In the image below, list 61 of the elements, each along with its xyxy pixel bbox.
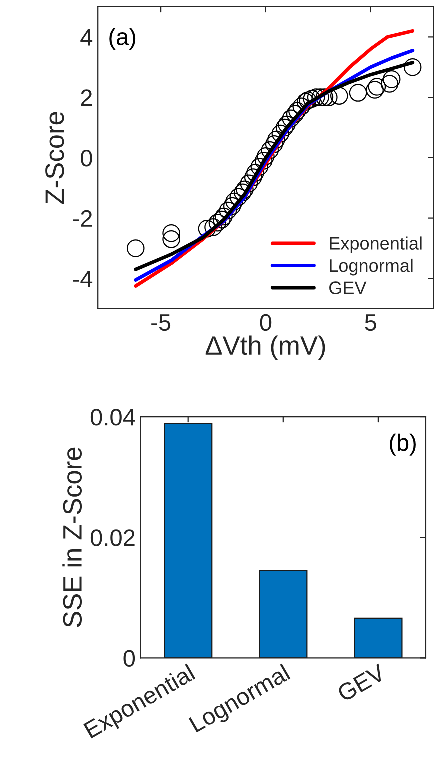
point: [268, 130, 286, 149]
point: [316, 88, 334, 106]
legend-label: Lognormal: [330, 258, 413, 276]
point: [126, 240, 145, 258]
point: [250, 158, 269, 176]
point: [230, 188, 248, 206]
point: [368, 78, 386, 96]
point: [226, 192, 244, 211]
point: [366, 81, 384, 99]
point: [312, 88, 330, 106]
point: [234, 184, 252, 202]
point: [276, 118, 294, 137]
point: [380, 75, 399, 93]
point: [265, 135, 284, 154]
point: [240, 174, 258, 192]
legend-label: GEV: [330, 282, 367, 294]
y-tick-label: 2: [81, 90, 92, 106]
point: [303, 90, 322, 108]
x-tick-label: 5: [365, 314, 376, 332]
annotation: (a): [110, 28, 136, 50]
point: [215, 208, 233, 226]
point: [292, 98, 311, 116]
x-tick-label: GEV: [336, 664, 388, 702]
x-tick-label: 0: [260, 314, 272, 332]
point: [286, 105, 304, 124]
point: [257, 148, 275, 166]
point: [244, 168, 262, 186]
point: [307, 88, 326, 106]
point: [162, 230, 180, 248]
y-tick-label: 0.04: [90, 409, 136, 426]
point: [204, 218, 222, 236]
point: [330, 87, 348, 105]
x-axis-title: ΔVth (mV): [206, 336, 326, 360]
y-axis-title: Z-Score: [46, 112, 64, 204]
point: [254, 152, 273, 170]
point: [236, 180, 254, 199]
point: [404, 58, 422, 76]
legend-label: Exponential: [330, 236, 422, 254]
x-tick-label: -5: [152, 314, 171, 332]
point: [213, 210, 231, 229]
point: [224, 197, 242, 216]
point: [198, 220, 216, 238]
point: [382, 70, 401, 88]
point: [349, 84, 368, 102]
point: [162, 224, 180, 242]
point: [261, 142, 280, 160]
point: [278, 116, 296, 134]
y-tick-label: -4: [73, 270, 93, 288]
point: [246, 164, 264, 182]
y-tick-label: 4: [80, 30, 93, 46]
point: [219, 202, 238, 220]
annotation: (b): [390, 434, 416, 456]
y-axis-title: SSE in Z-Score: [62, 448, 82, 628]
y-tick-label: -2: [73, 210, 92, 227]
y-tick-label: 0: [81, 150, 92, 167]
point: [282, 110, 300, 128]
point: [272, 124, 290, 143]
point: [320, 88, 338, 106]
point: [208, 214, 227, 232]
y-tick-label: 0.02: [90, 530, 135, 546]
point: [288, 102, 306, 120]
